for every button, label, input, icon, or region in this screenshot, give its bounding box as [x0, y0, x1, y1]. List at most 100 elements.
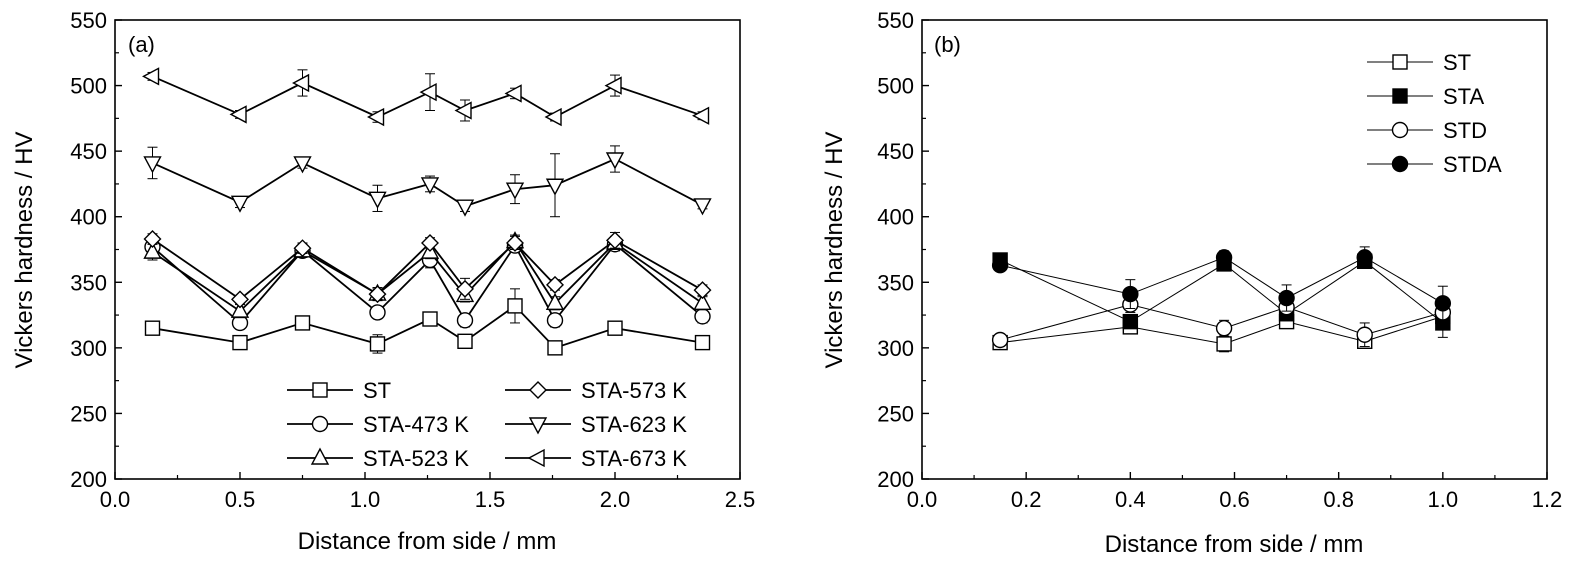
data-point — [1278, 289, 1295, 307]
legend-item-st: ST — [1367, 50, 1471, 75]
series-line-sta — [999, 259, 1444, 324]
y-tick-label: 200 — [877, 467, 914, 492]
legend-marker — [528, 417, 548, 435]
data-point — [991, 257, 1009, 274]
data-point — [422, 311, 438, 327]
y-tick-label: 500 — [70, 74, 107, 99]
data-point — [454, 101, 472, 120]
series-line-sta-523-k — [151, 240, 704, 313]
y-tick-label: 300 — [877, 336, 914, 361]
data-point — [505, 182, 525, 200]
legend-marker — [310, 447, 330, 465]
legend-marker — [311, 415, 329, 433]
legend-marker — [1391, 155, 1409, 173]
legend-item-sta: STA — [1367, 84, 1484, 109]
y-tick-label: 400 — [70, 205, 107, 230]
legend-label: STA — [1443, 84, 1484, 109]
y-tick-label: 250 — [70, 401, 107, 426]
data-point — [419, 82, 437, 102]
data-point — [1215, 319, 1233, 337]
series-sta-623-k — [143, 145, 712, 218]
x-tick-label: 0.8 — [1323, 487, 1354, 512]
data-point — [504, 84, 522, 103]
legend-item-sta-523-k: STA-523 K — [287, 446, 469, 471]
data-point — [369, 336, 386, 352]
data-point — [694, 308, 711, 325]
series-st — [144, 288, 711, 356]
legend-label: STA-573 K — [581, 378, 687, 403]
data-point — [230, 195, 250, 213]
y-tick-label: 200 — [70, 467, 107, 492]
y-tick-label: 500 — [877, 74, 914, 99]
series-line-std — [999, 304, 1443, 341]
x-ticks-b: 0.0 0.2 0.4 0.6 0.8 1.0 1.2 — [907, 472, 1562, 512]
panel-label-b: (b) — [934, 32, 961, 57]
x-tick-label: 0.4 — [1115, 487, 1146, 512]
series-line-sta-673-k — [152, 75, 703, 119]
x-tick-label: 0.5 — [225, 487, 256, 512]
y-tick-label: 550 — [70, 8, 107, 33]
data-point — [606, 231, 624, 250]
data-point — [369, 304, 386, 321]
data-point — [229, 105, 247, 124]
legend-marker — [1391, 121, 1409, 139]
data-point — [143, 230, 162, 248]
data-point — [506, 233, 524, 252]
legend-marker — [312, 382, 328, 398]
y-tick-label: 450 — [877, 139, 914, 164]
legend-item-st: ST — [287, 378, 391, 403]
data-point — [293, 239, 312, 258]
legend-label: STD — [1443, 118, 1487, 143]
data-point — [455, 199, 475, 217]
y-tick-label: 450 — [70, 139, 107, 164]
data-point — [230, 300, 250, 318]
data-point — [368, 191, 387, 209]
data-point — [144, 320, 161, 336]
legend-label: ST — [363, 378, 391, 403]
legend-marker — [1392, 88, 1408, 104]
legend-item-sta-673-k: STA-673 K — [505, 446, 687, 471]
data-point — [421, 233, 439, 252]
data-point — [457, 333, 473, 349]
data-point — [604, 76, 622, 95]
data-point — [231, 290, 249, 309]
y-tick-label: 550 — [877, 8, 914, 33]
data-point — [544, 107, 562, 127]
y-tick-label: 350 — [70, 270, 107, 295]
legend-marker — [1392, 54, 1408, 70]
legend-item-stda: STDA — [1367, 152, 1502, 177]
y-tick-label: 300 — [70, 336, 107, 361]
legend-item-sta-573-k: STA-573 K — [505, 378, 687, 403]
data-point — [546, 312, 564, 329]
x-tick-label: 1.0 — [1428, 487, 1459, 512]
series-line-st — [152, 304, 703, 349]
series-stda — [991, 246, 1452, 321]
legend-marker — [527, 448, 545, 468]
y-ticks-a: 200 250 300 350 400 450 500 550 — [70, 8, 122, 492]
x-axis-title-a: Distance from side / mm — [298, 528, 557, 555]
y-tick-label: 400 — [877, 205, 914, 230]
chart-panel-b: 0.0 0.2 0.4 0.6 0.8 1.0 1.2 200 250 300 350 400 450… — [821, 8, 1562, 558]
legend-label: STDA — [1443, 152, 1502, 177]
x-tick-label: 0.0 — [100, 487, 131, 512]
data-point — [1356, 249, 1373, 266]
series-line-stda — [999, 256, 1444, 304]
data-point — [294, 315, 311, 331]
legend-b: ST STA STD STDA — [1367, 50, 1502, 177]
data-point — [1215, 249, 1233, 266]
legend-marker — [529, 381, 547, 399]
legend-label: STA-473 K — [363, 412, 469, 437]
data-point — [367, 107, 385, 127]
series-line-sta-573-k — [151, 238, 703, 301]
data-point — [545, 178, 565, 196]
x-tick-label: 2.5 — [725, 487, 756, 512]
x-tick-label: 1.5 — [475, 487, 506, 512]
data-point — [545, 292, 565, 310]
series-sta-673-k — [142, 67, 710, 127]
data-point — [143, 156, 162, 174]
data-point — [507, 298, 523, 314]
data-point — [1122, 313, 1139, 330]
data-point — [456, 279, 474, 298]
y-tick-label: 250 — [877, 401, 914, 426]
data-point — [232, 334, 248, 351]
